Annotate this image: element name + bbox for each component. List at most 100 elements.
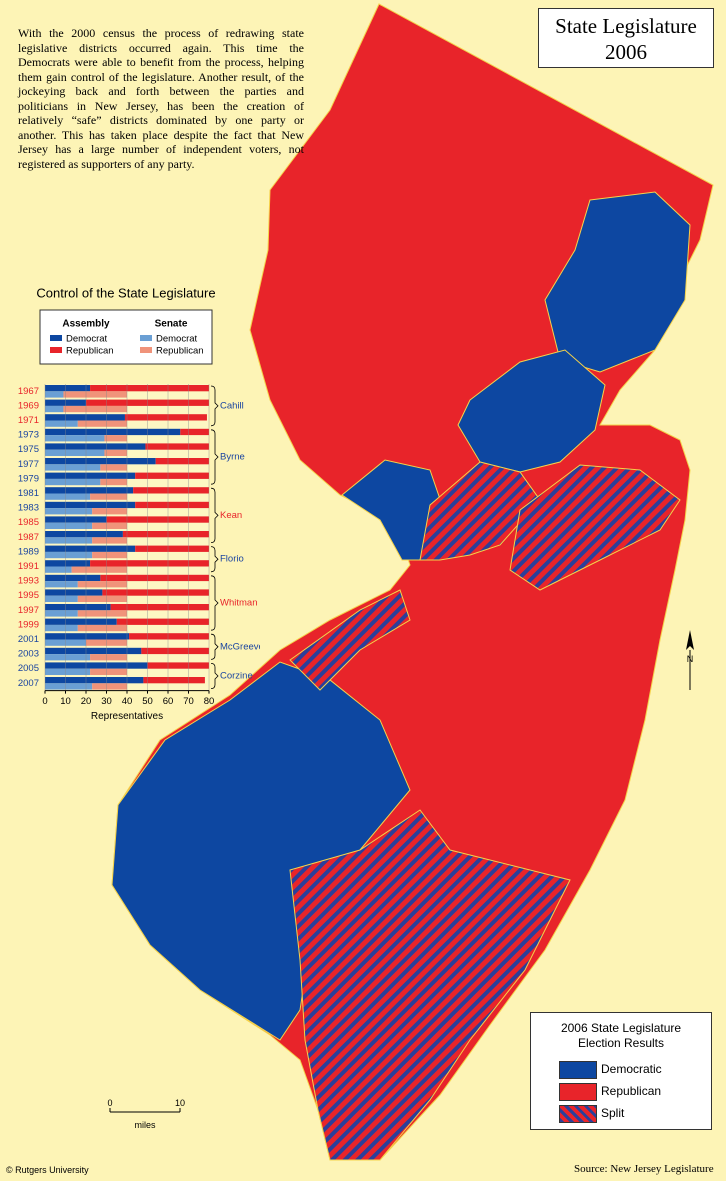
x-tick-label: 50 <box>142 696 153 707</box>
legend-label: Republican <box>601 1084 662 1098</box>
legend-swatch <box>559 1061 597 1079</box>
x-axis-label: Representatives <box>91 711 163 722</box>
bar <box>45 624 78 632</box>
year-label: 1991 <box>18 561 39 572</box>
year-label: 1985 <box>18 517 39 528</box>
bar <box>90 560 209 567</box>
bar <box>135 501 209 509</box>
year-label: 2003 <box>18 649 39 660</box>
chart: Control of the State Legislature Assembly… <box>18 285 260 722</box>
legend-label: Democrat <box>156 334 198 345</box>
bar <box>45 574 101 582</box>
bar <box>77 624 127 632</box>
governor-label: Whitman <box>220 598 257 609</box>
legend-label: Democrat <box>66 334 108 345</box>
legend-swatch <box>559 1083 597 1101</box>
bar <box>45 618 117 625</box>
bar <box>135 472 209 479</box>
bar <box>45 516 107 523</box>
bar <box>92 522 127 529</box>
scale-label: 10 <box>175 1098 185 1108</box>
legend-label: Democratic <box>601 1062 662 1076</box>
bar <box>90 493 127 500</box>
governor-bracket <box>210 429 219 485</box>
legend-group: Senate <box>155 319 188 330</box>
bar <box>110 604 209 611</box>
bar <box>92 551 127 559</box>
year-label: 2005 <box>18 663 39 674</box>
bar <box>45 654 91 661</box>
x-tick-label: 70 <box>183 696 194 707</box>
bar <box>45 449 105 456</box>
year-label: 1969 <box>18 400 39 411</box>
year-label: 1983 <box>18 503 39 514</box>
chart-legend <box>39 309 213 365</box>
year-label: 1967 <box>18 386 39 397</box>
bar <box>100 478 127 486</box>
legend-swatch <box>140 347 152 353</box>
scale-bar <box>109 1108 181 1113</box>
map-legend: 2006 State Legislature Election Results … <box>530 1012 712 1130</box>
x-tick-label: 20 <box>81 696 92 707</box>
bar <box>45 405 64 413</box>
district-split <box>419 461 541 561</box>
bar <box>45 493 91 500</box>
governor-label: Kean <box>220 510 242 521</box>
governor-bracket <box>210 487 219 543</box>
governor-label: Corzine <box>220 671 253 682</box>
bar <box>104 449 127 456</box>
year-label: 1981 <box>18 488 39 499</box>
district-dem <box>544 191 691 373</box>
year-label: 1987 <box>18 532 39 543</box>
bar <box>45 428 181 436</box>
bar <box>141 647 209 655</box>
year-label: 1977 <box>18 459 39 470</box>
bar <box>45 478 101 486</box>
governor-bracket <box>210 633 219 660</box>
legend-title: 2006 State Legislature Election Results <box>560 1021 682 1050</box>
bar <box>63 391 127 398</box>
governor-bracket <box>210 663 219 689</box>
year-label: 1979 <box>18 473 39 484</box>
bar <box>145 443 209 450</box>
bar <box>92 508 127 515</box>
bar <box>45 545 136 552</box>
bar <box>45 560 91 567</box>
intro-text: With the 2000 census the process of redr… <box>18 26 304 171</box>
legend-label: Republican <box>156 346 204 357</box>
bar <box>45 464 101 471</box>
bar <box>45 551 93 559</box>
bar <box>45 472 136 479</box>
governor-bracket <box>210 546 219 573</box>
year-label: 1971 <box>18 415 39 426</box>
bar <box>180 428 209 436</box>
bar <box>45 391 64 398</box>
legend-swatch <box>50 347 62 353</box>
year-label: 2001 <box>18 634 39 645</box>
bar <box>63 405 127 413</box>
bar <box>45 537 93 544</box>
x-tick-label: 0 <box>42 696 47 707</box>
title-box: State Legislature 2006 <box>538 8 714 68</box>
legend-group: Assembly <box>62 319 110 330</box>
governor-label: McGreevey <box>220 641 260 652</box>
bar <box>92 537 127 544</box>
bar <box>77 581 127 588</box>
north-label: N <box>687 654 694 664</box>
bar <box>106 516 209 523</box>
bar <box>45 662 148 669</box>
bar <box>90 668 127 675</box>
bar <box>45 487 134 494</box>
bar <box>45 595 78 602</box>
bar <box>45 501 136 509</box>
x-tick-label: 60 <box>163 696 174 707</box>
bar <box>45 610 78 617</box>
bar <box>45 531 123 538</box>
bar <box>45 420 78 427</box>
x-tick-label: 10 <box>60 696 71 707</box>
bar <box>90 654 127 661</box>
bar <box>155 458 209 465</box>
bar <box>45 677 144 684</box>
legend-swatch <box>140 335 152 341</box>
